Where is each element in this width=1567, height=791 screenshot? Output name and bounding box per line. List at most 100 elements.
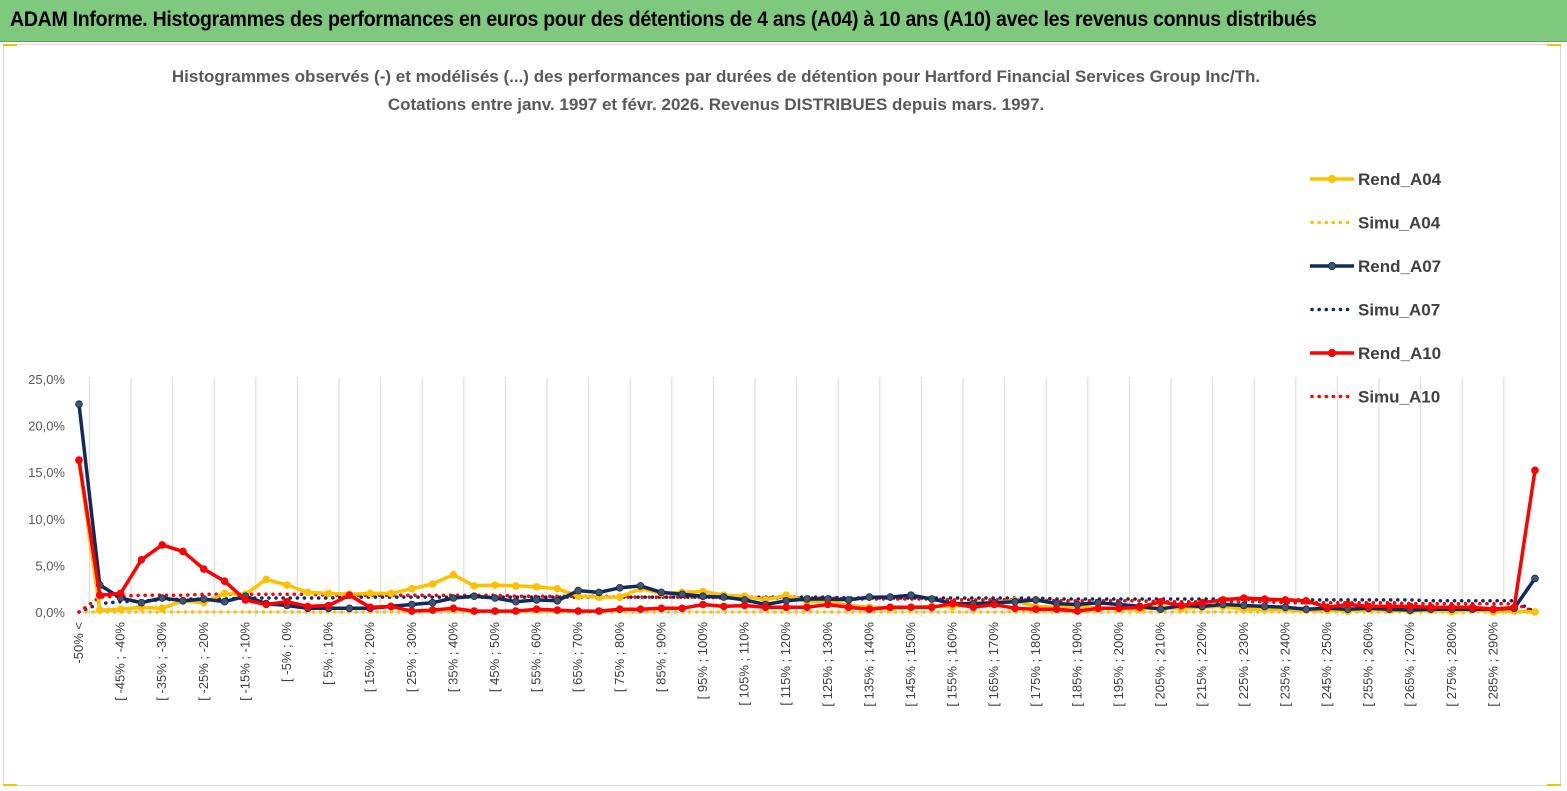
data-point-rend-a10 [137, 555, 146, 564]
data-point-rend-a07 [927, 595, 936, 603]
data-point-rend-a10 [470, 607, 479, 615]
data-point-rend-a10 [428, 606, 437, 614]
data-point-rend-a07 [1156, 605, 1165, 613]
data-point-rend-a07 [865, 593, 874, 601]
data-point-rend-a10 [1468, 603, 1477, 612]
data-point-rend-a07 [574, 586, 582, 595]
data-point-rend-a10 [761, 603, 770, 612]
frame-corner-bottom-left [3, 784, 17, 786]
x-tick-label: [ 85% ; 90% [653, 622, 668, 693]
x-tick-label: [ 275% ; 280% [1444, 622, 1459, 707]
data-point-rend-a10 [158, 541, 167, 549]
x-tick-label: [ 95% ; 100% [695, 622, 710, 700]
x-tick-label: [ 5% ; 10% [321, 622, 336, 685]
data-point-rend-a10 [1156, 597, 1165, 606]
data-point-rend-a10 [366, 603, 375, 612]
data-point-rend-a07 [158, 594, 167, 602]
x-tick-label: [ 135% ; 140% [861, 622, 876, 707]
data-point-rend-a04 [220, 589, 229, 598]
data-point-rend-a10 [75, 456, 83, 464]
legend-item-simu-a04: Simu_A04 [1310, 214, 1441, 233]
data-point-rend-a10 [1219, 596, 1227, 604]
data-point-rend-a10 [886, 603, 894, 612]
x-tick-label: [ -15% ; -10% [237, 622, 252, 701]
legend-marker [1327, 261, 1337, 271]
data-point-rend-a04 [158, 604, 167, 613]
data-point-rend-a07 [1240, 601, 1248, 610]
data-point-rend-a07 [75, 400, 83, 409]
data-point-rend-a04 [366, 589, 375, 598]
data-point-rend-a04 [532, 582, 541, 591]
data-point-rend-a10 [96, 591, 104, 599]
legend-item-simu-a07: Simu_A07 [1310, 301, 1440, 320]
data-point-rend-a10 [1427, 603, 1435, 612]
data-point-rend-a04 [615, 593, 624, 601]
data-point-rend-a10 [1344, 600, 1352, 609]
x-tick-label: [ 155% ; 160% [945, 622, 960, 707]
chart-subtitle: Cotations entre janv. 1997 et févr. 2026… [388, 95, 1044, 114]
x-tick-label: [ -5% ; 0% [279, 622, 294, 682]
data-point-rend-a10 [1115, 604, 1123, 613]
data-point-rend-a07 [491, 594, 499, 602]
data-point-rend-a07 [615, 583, 624, 592]
legend-marker [1327, 348, 1337, 358]
chart-title: Histogrammes observés (-) et modélisés (… [172, 67, 1260, 86]
data-point-rend-a07 [803, 595, 811, 603]
legend-marker [1327, 174, 1337, 184]
data-point-rend-a07 [345, 604, 354, 613]
x-tick-label: [ 195% ; 200% [1111, 622, 1126, 707]
x-tick-label: [ 235% ; 240% [1277, 622, 1292, 707]
data-point-rend-a10 [491, 607, 499, 615]
data-point-rend-a10 [574, 607, 582, 615]
y-tick-label: 0,0% [35, 605, 65, 620]
data-point-rend-a10 [1136, 603, 1144, 612]
data-point-rend-a10 [595, 607, 603, 615]
data-point-rend-a07 [719, 593, 728, 601]
data-point-rend-a10 [1510, 603, 1518, 612]
data-point-rend-a10 [927, 603, 936, 612]
data-point-rend-a07 [220, 597, 229, 606]
legend: Rend_A04 Simu_A04 Rend_A07 Simu_A07 Rend_A10… [1310, 170, 1442, 407]
x-tick-label: [ 125% ; 130% [820, 622, 835, 707]
y-tick-label: 5,0% [35, 558, 65, 573]
x-tick-label: [ 145% ; 150% [903, 622, 918, 707]
data-point-rend-a04 [1531, 608, 1539, 616]
y-tick-label: 25,0% [28, 372, 65, 387]
data-point-rend-a10 [969, 603, 978, 612]
data-point-rend-a10 [1531, 466, 1539, 475]
x-tick-label: [ 165% ; 170% [986, 622, 1001, 707]
x-axis: -50% < [ -45% ; -40% [ -35% ; -30% [ -25% ;… [71, 611, 1539, 707]
legend-item-simu-a10: Simu_A10 [1310, 388, 1440, 407]
data-point-rend-a07 [428, 598, 437, 607]
x-tick-label: [ 25% ; 30% [404, 622, 419, 693]
data-point-rend-a04 [116, 605, 125, 613]
data-point-rend-a10 [1073, 607, 1082, 615]
x-tick-label: [ 75% ; 80% [612, 622, 627, 693]
data-point-rend-a10 [200, 565, 208, 573]
data-point-rend-a10 [1032, 605, 1040, 613]
y-tick-label: 15,0% [28, 465, 65, 480]
data-point-rend-a10 [782, 603, 790, 612]
x-tick-label: [ 15% ; 20% [362, 622, 377, 693]
data-point-rend-a07 [470, 592, 479, 600]
series-rend-a10 [75, 456, 1539, 615]
data-point-rend-a07 [449, 594, 458, 602]
data-point-rend-a07 [179, 596, 187, 605]
data-point-rend-a07 [844, 596, 853, 604]
series-layer [75, 400, 1539, 616]
data-point-rend-a10 [719, 602, 728, 611]
x-tick-label: [ 105% ; 110% [737, 622, 752, 706]
x-tick-label: [ -25% ; -20% [196, 622, 211, 701]
data-point-rend-a10 [283, 597, 291, 606]
y-axis: 0,0% 5,0% 10,0% 15,0% 20,0% 25,0% [28, 372, 65, 620]
x-tick-label: [ -35% ; -30% [154, 622, 169, 701]
banner-title: ADAM Informe. Histogrammes des performan… [10, 8, 1317, 31]
data-point-rend-a10 [532, 605, 541, 613]
data-point-rend-a10 [1177, 601, 1186, 610]
data-point-rend-a07 [532, 596, 541, 604]
x-tick-label: [ 55% ; 60% [529, 622, 544, 693]
data-point-rend-a07 [1302, 605, 1310, 613]
data-point-rend-a10 [449, 604, 458, 613]
data-point-rend-a04 [491, 581, 499, 589]
